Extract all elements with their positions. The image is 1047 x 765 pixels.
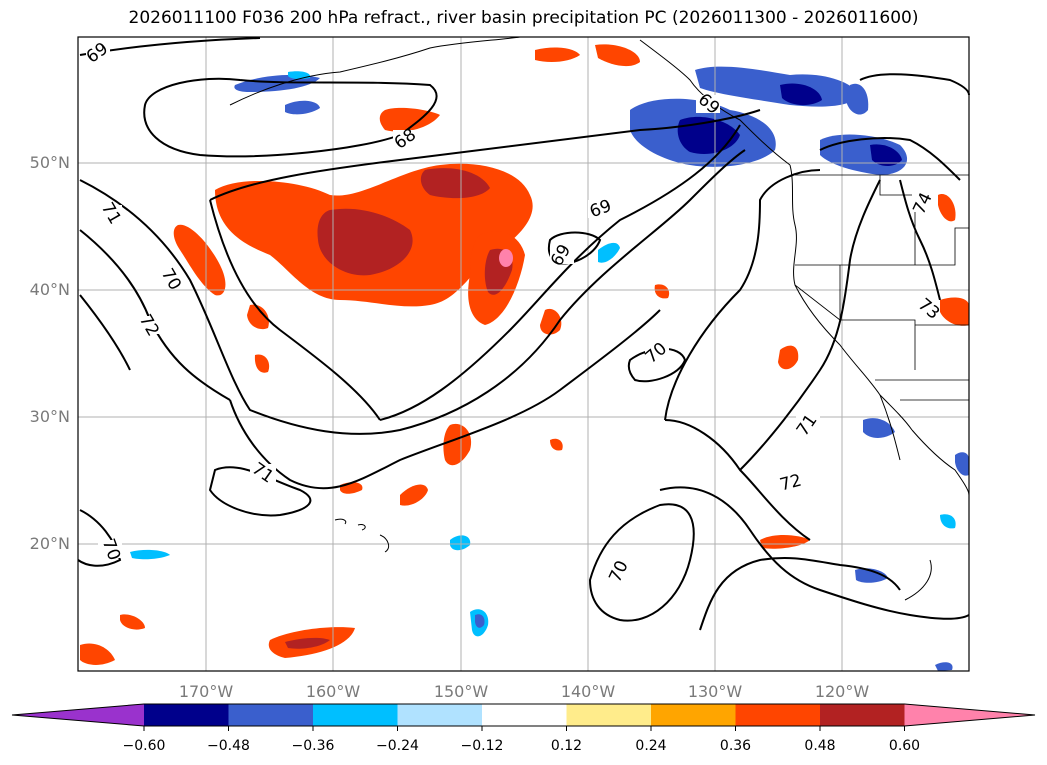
longitude-axis: 170°W 160°W 150°W 140°W 130°W 120°W <box>179 682 870 701</box>
strong-positive-anomaly-region <box>317 208 413 276</box>
colorbar-extend-low <box>12 704 144 726</box>
latitude-label: 20°N <box>30 534 70 553</box>
colorbar-tick-label: 0.36 <box>720 738 751 754</box>
colorbar-tick-label: −0.48 <box>207 738 250 754</box>
positive-anomaly-region <box>173 224 226 296</box>
negative-anomaly-region <box>846 83 869 115</box>
positive-anomaly-region <box>940 297 969 326</box>
colorbar-segment <box>566 704 651 726</box>
colorbar: −0.60 −0.48 −0.36 −0.24 −0.12 0.12 0.24 … <box>11 703 1036 754</box>
longitude-label: 160°W <box>306 682 361 701</box>
positive-anomaly-region <box>595 44 640 67</box>
negative-anomaly-region <box>935 662 953 671</box>
colorbar-segment <box>482 704 567 726</box>
colorbar-tick-label: −0.60 <box>123 738 166 754</box>
coastlines <box>229 36 970 601</box>
longitude-label: 120°W <box>815 682 870 701</box>
longitude-label: 150°W <box>434 682 489 701</box>
colorbar-tick-label: 0.60 <box>889 738 920 754</box>
colorbar-ticks <box>143 726 905 731</box>
positive-anomaly-region <box>535 47 580 63</box>
negative-anomaly-region <box>475 614 485 628</box>
longitude-label: 130°W <box>688 682 743 701</box>
colorbar-tick-label: −0.12 <box>461 738 504 754</box>
colorbar-tick-label: −0.24 <box>376 738 419 754</box>
latitude-axis: 50°N 40°N 30°N 20°N <box>30 153 70 553</box>
latitude-label: 50°N <box>30 153 70 172</box>
latitude-label: 30°N <box>30 407 70 426</box>
weak-negative-anomaly-region <box>450 535 471 551</box>
negative-anomaly-region <box>285 100 320 115</box>
positive-anomaly-region <box>247 304 269 330</box>
longitude-label: 170°W <box>179 682 234 701</box>
colorbar-segment <box>313 704 398 726</box>
positive-anomaly-region <box>80 643 115 665</box>
colorbar-segment <box>144 704 229 726</box>
positive-anomaly-region <box>254 354 270 373</box>
strong-positive-anomaly-region <box>420 168 490 199</box>
colorbar-segment <box>228 704 313 726</box>
positive-anomaly-region <box>120 614 145 630</box>
colorbar-segment <box>735 704 820 726</box>
map-title: 2026011100 F036 200 hPa refract., river … <box>128 8 919 28</box>
map-background <box>78 37 969 671</box>
negative-anomaly-region <box>855 568 888 583</box>
positive-anomaly-region <box>938 194 956 222</box>
positive-anomaly-region <box>778 345 799 370</box>
colorbar-tick-label: 0.48 <box>804 738 835 754</box>
strong-negative-anomaly-region <box>870 144 902 166</box>
strong-negative-anomaly-region <box>780 83 822 106</box>
strong-negative-anomaly-region <box>677 116 740 155</box>
longitude-label: 140°W <box>561 682 616 701</box>
negative-anomaly-region <box>955 452 969 476</box>
max-positive-anomaly <box>499 249 513 267</box>
refractivity-contours <box>77 37 970 631</box>
positive-anomaly-region <box>550 438 563 451</box>
political-borders <box>794 174 969 401</box>
colorbar-tick-label: 0.12 <box>551 738 582 754</box>
colorbar-extend-high <box>904 704 1035 726</box>
positive-anomaly-region <box>443 423 472 466</box>
positive-anomaly-region <box>400 484 428 506</box>
weak-negative-anomaly-region <box>940 514 956 529</box>
latitude-label: 40°N <box>30 280 70 299</box>
map-frame <box>77 36 970 672</box>
colorbar-tick-label: 0.24 <box>635 738 666 754</box>
colorbar-segment <box>820 704 905 726</box>
weak-negative-anomaly-region <box>130 549 170 560</box>
positive-anomaly-region <box>760 535 810 549</box>
precipitation-shading <box>80 44 969 671</box>
positive-anomaly-region <box>540 308 562 335</box>
strong-positive-anomaly-region <box>285 637 330 649</box>
positive-anomaly-region <box>654 284 670 299</box>
weak-negative-anomaly-region <box>598 242 620 263</box>
negative-anomaly-region <box>863 418 895 438</box>
colorbar-segment <box>651 704 736 726</box>
colorbar-segment <box>397 704 482 726</box>
colorbar-tick-label: −0.36 <box>292 738 335 754</box>
